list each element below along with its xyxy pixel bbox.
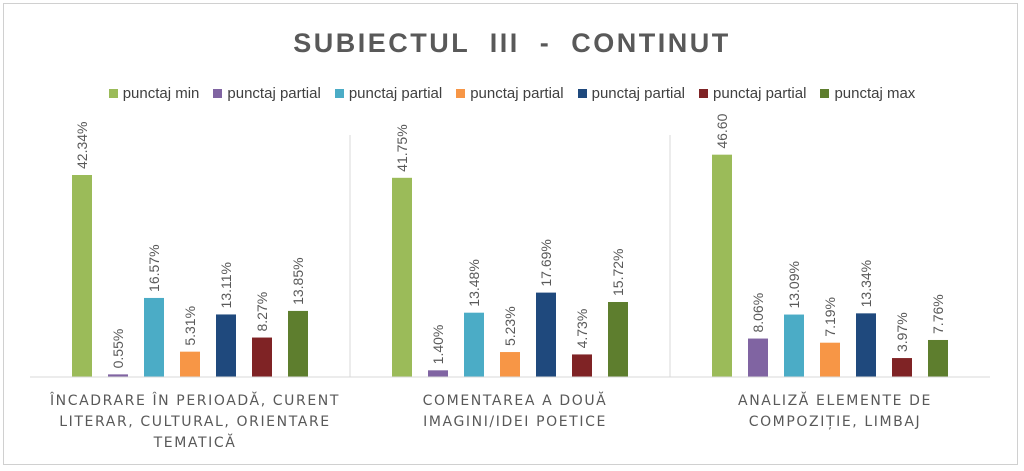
data-label: 5.31% bbox=[182, 306, 198, 346]
category-label: TEMATICĂ bbox=[153, 433, 237, 451]
legend-swatch bbox=[213, 89, 223, 98]
legend-item-2: punctaj partial bbox=[213, 85, 321, 102]
bar bbox=[252, 337, 272, 377]
category-label: COMPOZIȚIE, LIMBAJ bbox=[749, 414, 922, 430]
category-label: COMENTAREA A DOUĂ bbox=[423, 391, 608, 409]
chart-frame bbox=[3, 3, 1018, 465]
bar bbox=[500, 352, 520, 377]
data-label: 13.34% bbox=[858, 260, 874, 307]
data-label: 7.76% bbox=[930, 294, 946, 334]
chart-legend: punctaj min punctaj partial punctaj partia… bbox=[0, 85, 1024, 102]
bar bbox=[392, 177, 412, 377]
data-label: 42.34% bbox=[74, 122, 90, 169]
data-label: 16.57% bbox=[146, 244, 162, 291]
legend-label: punctaj partial bbox=[591, 85, 686, 102]
bar bbox=[748, 338, 768, 377]
data-label: 17.69% bbox=[538, 239, 554, 286]
legend-label: punctaj max bbox=[834, 85, 916, 102]
data-label: 5.23% bbox=[502, 306, 518, 346]
data-label: 41.75% bbox=[394, 124, 410, 171]
category-label: ÎNCADRARE ÎN PERIOADĂ, CURENT bbox=[49, 391, 340, 409]
data-label: 13.48% bbox=[466, 259, 482, 306]
bar bbox=[820, 342, 840, 377]
legend-item-3: punctaj partial bbox=[334, 85, 443, 102]
bar bbox=[108, 374, 128, 377]
legend-label: punctaj min bbox=[122, 85, 200, 102]
bar bbox=[72, 175, 92, 377]
bar bbox=[288, 310, 308, 377]
legend-swatch bbox=[820, 89, 830, 98]
data-label: 7.19% bbox=[822, 297, 838, 337]
bar bbox=[784, 314, 804, 377]
bar bbox=[216, 314, 236, 377]
bar bbox=[536, 292, 556, 377]
data-label: 1.40% bbox=[430, 325, 446, 365]
data-label: 0.55% bbox=[110, 329, 126, 369]
legend-item-4: punctaj partial bbox=[456, 85, 564, 102]
bar bbox=[712, 154, 732, 377]
legend-label: punctaj partial bbox=[348, 85, 443, 102]
legend-item-1: punctaj min bbox=[108, 85, 200, 102]
category-label: IMAGINI/IDEI POETICE bbox=[423, 414, 607, 430]
category-label: LITERAR, CULTURAL, ORIENTARE bbox=[59, 414, 330, 430]
data-label: 46.60 bbox=[714, 113, 730, 148]
data-label: 13.09% bbox=[786, 261, 802, 308]
legend-label: punctaj partial bbox=[713, 85, 807, 102]
bar bbox=[928, 339, 948, 377]
data-label: 8.27% bbox=[254, 292, 270, 332]
data-label: 3.97% bbox=[894, 312, 910, 352]
legend-swatch bbox=[334, 89, 344, 98]
legend-swatch bbox=[577, 89, 587, 98]
category-label: ANALIZĂ ELEMENTE DE bbox=[738, 391, 932, 409]
chart-title: SUBIECTUL III - CONTINUT bbox=[293, 28, 731, 58]
legend-swatch bbox=[108, 89, 118, 98]
bar bbox=[180, 351, 200, 377]
data-label: 15.72% bbox=[610, 249, 626, 296]
data-label: 13.11% bbox=[218, 262, 234, 308]
legend-swatch bbox=[699, 89, 709, 98]
data-label: 4.73% bbox=[574, 309, 590, 349]
legend-label: punctaj partial bbox=[470, 85, 564, 102]
data-label: 8.06% bbox=[750, 293, 766, 333]
bar bbox=[428, 370, 448, 377]
legend-item-7: punctaj max bbox=[820, 85, 915, 102]
bar bbox=[608, 302, 628, 377]
legend-label: punctaj partial bbox=[227, 85, 321, 102]
bar bbox=[572, 354, 592, 377]
data-label: 13.85% bbox=[290, 257, 306, 304]
bar bbox=[464, 312, 484, 377]
bar bbox=[856, 313, 876, 377]
bar bbox=[144, 297, 164, 377]
legend-swatch bbox=[456, 89, 466, 98]
legend-item-5: punctaj partial bbox=[577, 85, 686, 102]
legend-item-6: punctaj partial bbox=[699, 85, 806, 102]
bar bbox=[892, 358, 912, 377]
